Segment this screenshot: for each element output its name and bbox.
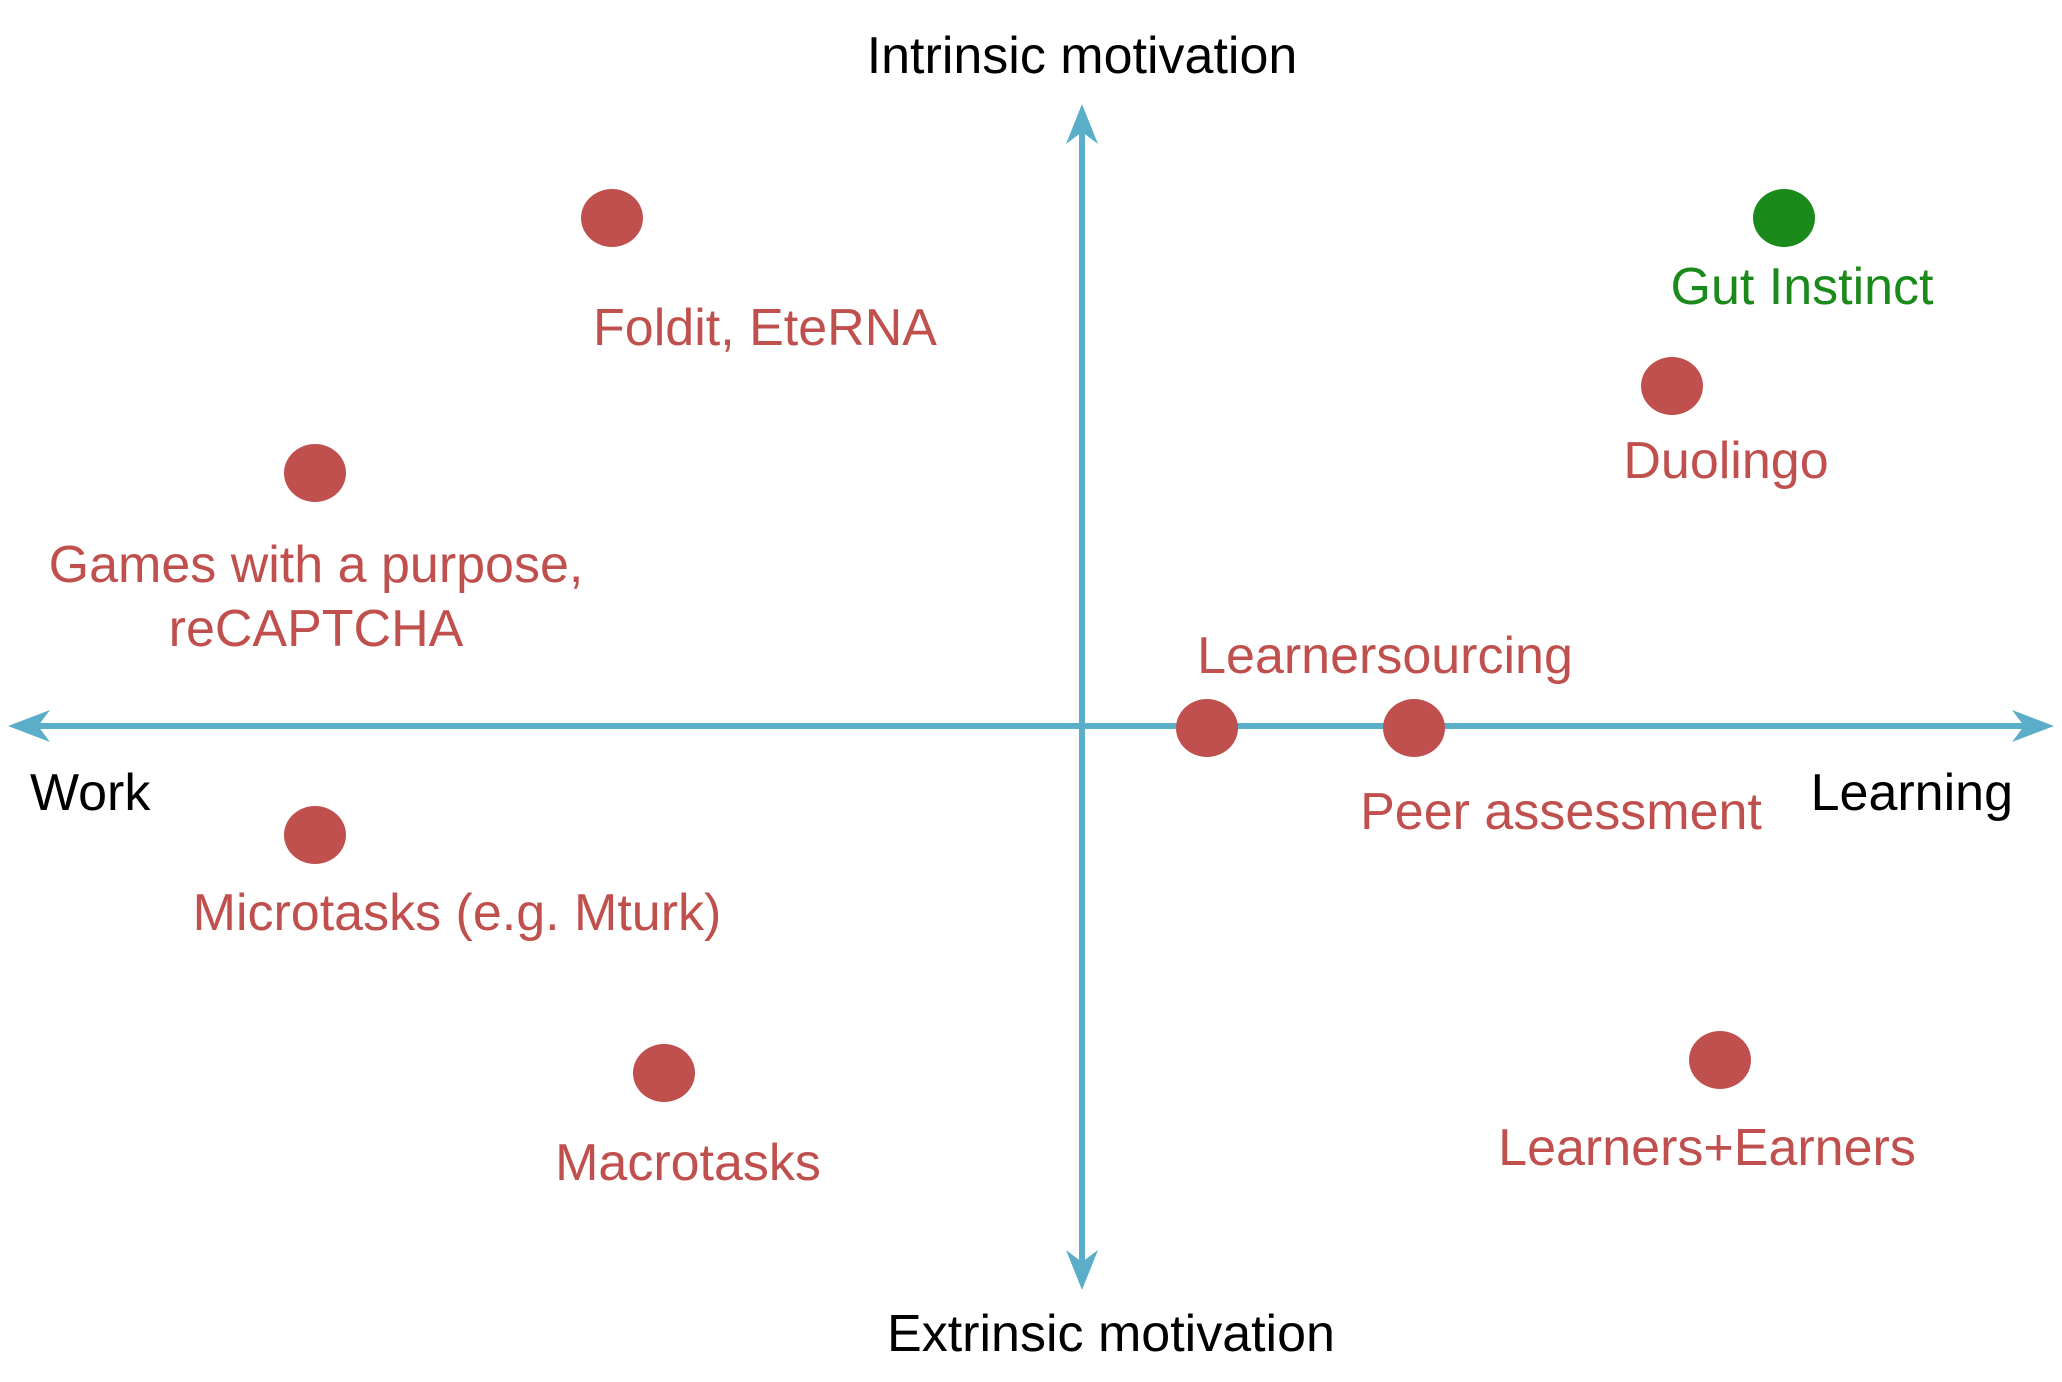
point-duolingo: Duolingo <box>1623 357 1829 490</box>
point-marker-microtasks <box>284 806 346 864</box>
point-peer: Peer assessment <box>1360 699 1762 841</box>
left-axis-label: Work <box>30 764 151 822</box>
point-label-duolingo: Duolingo <box>1623 432 1828 490</box>
point-microtasks: Microtasks (e.g. Mturk) <box>193 806 722 942</box>
point-marker-foldit <box>581 189 643 247</box>
point-marker-peer <box>1383 699 1445 757</box>
point-marker-duolingo <box>1641 357 1703 415</box>
bottom-arrowhead <box>1066 1250 1098 1290</box>
point-gut-instinct: Gut Instinct <box>1671 189 1935 316</box>
bottom-axis-label: Extrinsic motivation <box>887 1305 1335 1363</box>
point-marker-learnersourcing <box>1176 699 1238 757</box>
point-learnersourcing: Learnersourcing <box>1176 627 1573 757</box>
point-label-peer: Peer assessment <box>1360 783 1762 841</box>
point-label-gut-instinct: Gut Instinct <box>1671 258 1935 316</box>
point-marker-learners-earners <box>1689 1031 1751 1089</box>
right-axis-label: Learning <box>1811 764 2013 822</box>
top-axis-label: Intrinsic motivation <box>867 27 1298 85</box>
point-label-foldit: Foldit, EteRNA <box>593 299 937 357</box>
point-label-learners-earners: Learners+Earners <box>1498 1119 1916 1177</box>
point-marker-gut-instinct <box>1753 189 1815 247</box>
point-marker-games <box>284 444 346 502</box>
top-arrowhead <box>1066 104 1098 144</box>
point-label-macrotasks: Macrotasks <box>555 1134 821 1192</box>
points-layer: Foldit, EteRNA Duolingo Gut Instinct Games … <box>49 189 1934 1192</box>
point-marker-macrotasks <box>633 1044 695 1102</box>
point-foldit: Foldit, EteRNA <box>581 189 937 357</box>
axes <box>8 104 2054 1290</box>
left-arrowhead <box>8 710 50 742</box>
point-label-games: reCAPTCHA <box>169 600 464 658</box>
point-macrotasks: Macrotasks <box>555 1044 821 1192</box>
right-arrowhead <box>2012 710 2054 742</box>
point-learners-earners: Learners+Earners <box>1498 1031 1916 1177</box>
point-label-learnersourcing: Learnersourcing <box>1197 627 1573 685</box>
point-games: Games with a purpose, reCAPTCHA <box>49 444 584 658</box>
point-label-microtasks: Microtasks (e.g. Mturk) <box>193 884 722 942</box>
point-label-games: Games with a purpose, <box>49 536 584 594</box>
